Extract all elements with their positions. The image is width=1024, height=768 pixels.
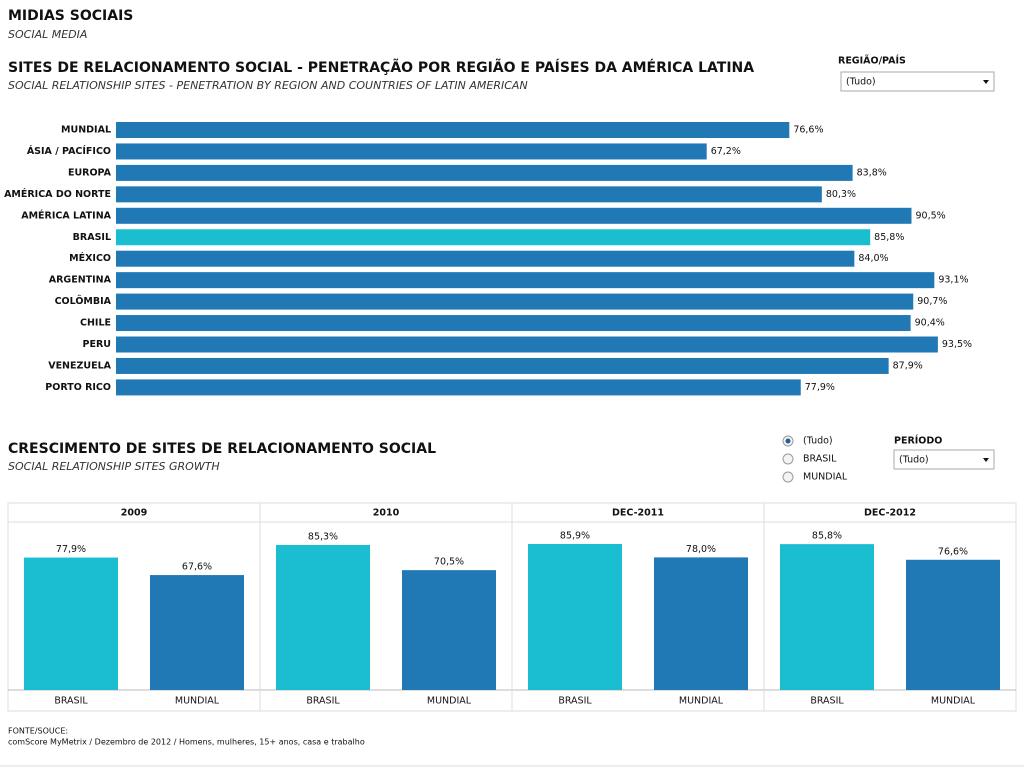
radio-button[interactable] bbox=[782, 471, 794, 483]
x-tick-label: MUNDIAL bbox=[931, 696, 976, 707]
category-label: PORTO RICO bbox=[45, 382, 111, 393]
category-label: MÉXICO bbox=[69, 252, 111, 264]
bar bbox=[116, 207, 912, 224]
bar bbox=[654, 557, 748, 690]
radio-label[interactable]: (Tudo) bbox=[803, 436, 833, 447]
value-label: 77,9% bbox=[805, 382, 835, 393]
bar bbox=[116, 336, 938, 353]
period-dropdown[interactable]: (Tudo) bbox=[893, 449, 995, 470]
chart-subtitle: SOCIAL RELATIONSHIP SITES GROWTH bbox=[8, 460, 220, 473]
x-tick-label: MUNDIAL bbox=[427, 696, 472, 707]
radio-label[interactable]: MUNDIAL bbox=[803, 472, 848, 483]
bar bbox=[402, 570, 496, 690]
radio-label[interactable]: BRASIL bbox=[803, 454, 837, 465]
value-label: 78,0% bbox=[686, 544, 716, 555]
bar bbox=[116, 272, 935, 289]
value-label: 83,8% bbox=[857, 167, 887, 178]
x-tick-label: MUNDIAL bbox=[679, 696, 724, 707]
page-title: MIDIAS SOCIAIS bbox=[8, 8, 133, 24]
category-label: MUNDIAL bbox=[61, 125, 111, 136]
value-label: 67,2% bbox=[711, 146, 741, 157]
source-label: FONTE/SOUCE: bbox=[8, 727, 68, 736]
page-subtitle: SOCIAL MEDIA bbox=[8, 28, 87, 41]
x-tick-label: BRASIL bbox=[810, 696, 844, 707]
bar bbox=[116, 229, 871, 246]
value-label: 93,5% bbox=[942, 339, 972, 350]
chart-subtitle: SOCIAL RELATIONSHIP SITES - PENETRATION … bbox=[8, 79, 528, 92]
bar bbox=[116, 315, 911, 332]
value-label: 76,6% bbox=[938, 546, 968, 557]
value-label: 84,0% bbox=[858, 253, 888, 264]
category-label: ARGENTINA bbox=[49, 275, 112, 286]
region-dropdown[interactable]: (Tudo) bbox=[840, 71, 995, 92]
dropdown-value[interactable]: (Tudo) bbox=[846, 77, 876, 88]
radio-dot[interactable] bbox=[785, 438, 791, 444]
bar bbox=[906, 559, 1000, 690]
bar bbox=[116, 143, 707, 160]
bar bbox=[116, 122, 790, 138]
dropdown-arrow[interactable] bbox=[983, 458, 989, 462]
value-label: 85,9% bbox=[560, 530, 590, 541]
value-label: 90,7% bbox=[917, 296, 947, 307]
value-label: 93,1% bbox=[938, 275, 968, 286]
dropdown-box[interactable] bbox=[893, 449, 995, 470]
panel-label: DEC-2012 bbox=[864, 508, 916, 519]
dropdown-value[interactable]: (Tudo) bbox=[899, 455, 929, 466]
bar bbox=[116, 379, 801, 396]
bar bbox=[780, 544, 874, 690]
category-label: COLÔMBIA bbox=[55, 295, 112, 307]
value-label: 85,8% bbox=[812, 531, 842, 542]
value-label: 77,9% bbox=[56, 544, 86, 555]
value-label: 90,4% bbox=[915, 318, 945, 329]
filter-label: REGIÃO/PAÍS bbox=[838, 55, 906, 67]
chart-title: SITES DE RELACIONAMENTO SOCIAL - PENETRA… bbox=[8, 59, 754, 76]
radio-button[interactable] bbox=[782, 453, 794, 465]
bar bbox=[116, 164, 853, 181]
category-label: PERU bbox=[83, 339, 111, 350]
value-label: 70,5% bbox=[434, 557, 464, 568]
value-label: 80,3% bbox=[826, 189, 856, 200]
value-label: 85,8% bbox=[874, 232, 904, 243]
filter-label: PERÍODO bbox=[894, 435, 942, 447]
chart-title: CRESCIMENTO DE SITES DE RELACIONAMENTO S… bbox=[8, 441, 436, 457]
bar bbox=[150, 575, 244, 690]
x-tick-label: BRASIL bbox=[54, 696, 88, 707]
bar bbox=[116, 186, 822, 203]
category-label: BRASIL bbox=[73, 232, 111, 243]
value-label: 85,3% bbox=[308, 531, 338, 542]
category-label: CHILE bbox=[80, 318, 111, 329]
category-label: AMÉRICA LATINA bbox=[21, 209, 111, 221]
bar bbox=[276, 544, 370, 690]
panel-label: 2010 bbox=[373, 508, 400, 519]
x-tick-label: BRASIL bbox=[558, 696, 592, 707]
value-label: 76,6% bbox=[793, 125, 823, 136]
x-tick-label: MUNDIAL bbox=[175, 696, 220, 707]
bar bbox=[24, 557, 118, 690]
category-label: AMÉRICA DO NORTE bbox=[4, 188, 111, 200]
bar bbox=[116, 293, 914, 310]
dropdown-arrow[interactable] bbox=[983, 80, 989, 84]
category-label: VENEZUELA bbox=[48, 360, 111, 371]
bar bbox=[116, 250, 855, 267]
value-label: 90,5% bbox=[915, 210, 945, 221]
value-label: 67,6% bbox=[182, 562, 212, 573]
category-label: EUROPA bbox=[68, 167, 112, 178]
panel-label: DEC-2011 bbox=[612, 508, 664, 519]
x-tick-label: BRASIL bbox=[306, 696, 340, 707]
category-label: ÁSIA / PACÍFICO bbox=[27, 145, 111, 157]
source: comScore MyMetrix / Dezembro de 2012 / H… bbox=[8, 738, 365, 747]
bar bbox=[116, 357, 889, 374]
value-label: 87,9% bbox=[893, 360, 923, 371]
panel-label: 2009 bbox=[121, 508, 147, 519]
dropdown-box[interactable] bbox=[840, 71, 995, 92]
bar bbox=[528, 543, 622, 690]
